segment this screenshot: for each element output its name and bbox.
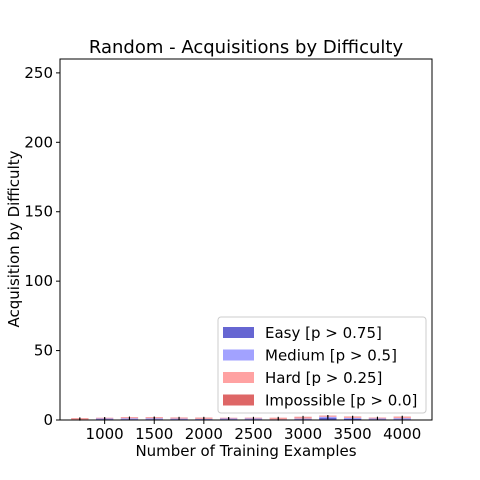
x-tick-label-7: 4000 [383, 425, 421, 443]
chart-title: Random - Acquisitions by Difficulty [89, 37, 404, 58]
y-tick-label-2: 50 [34, 342, 53, 360]
legend-swatch-1 [223, 327, 254, 338]
x-tick-label-5: 3000 [284, 425, 322, 443]
legend-label-3: Hard [p > 0.25] [265, 369, 382, 387]
legend-swatch-3 [223, 372, 254, 383]
x-axis-label: Number of Training Examples [135, 442, 356, 460]
x-tick-label-1: 1000 [86, 425, 124, 443]
legend: Easy [p > 0.75] Medium [p > 0.5] Hard [p >… [218, 317, 426, 413]
x-tick-label-4: 2500 [234, 425, 272, 443]
legend-swatch-2 [223, 350, 254, 361]
y-tick-label-3: 100 [24, 272, 53, 290]
y-tick-label-4: 150 [24, 203, 53, 221]
x-tick-label-6: 3500 [334, 425, 372, 443]
legend-swatch-4 [223, 395, 254, 406]
legend-label-4: Impossible [p > 0.0] [265, 392, 417, 410]
y-tick-label-5: 200 [24, 133, 53, 151]
y-tick-label-1: 0 [43, 411, 53, 429]
legend-label-2: Medium [p > 0.5] [265, 347, 397, 365]
y-axis-label: Acquisition by Difficulty [5, 150, 23, 327]
x-tick-label-2: 1500 [135, 425, 173, 443]
x-tick-label-3: 2000 [185, 425, 223, 443]
legend-label-1: Easy [p > 0.75] [265, 324, 382, 342]
y-tick-label-6: 250 [24, 64, 53, 82]
